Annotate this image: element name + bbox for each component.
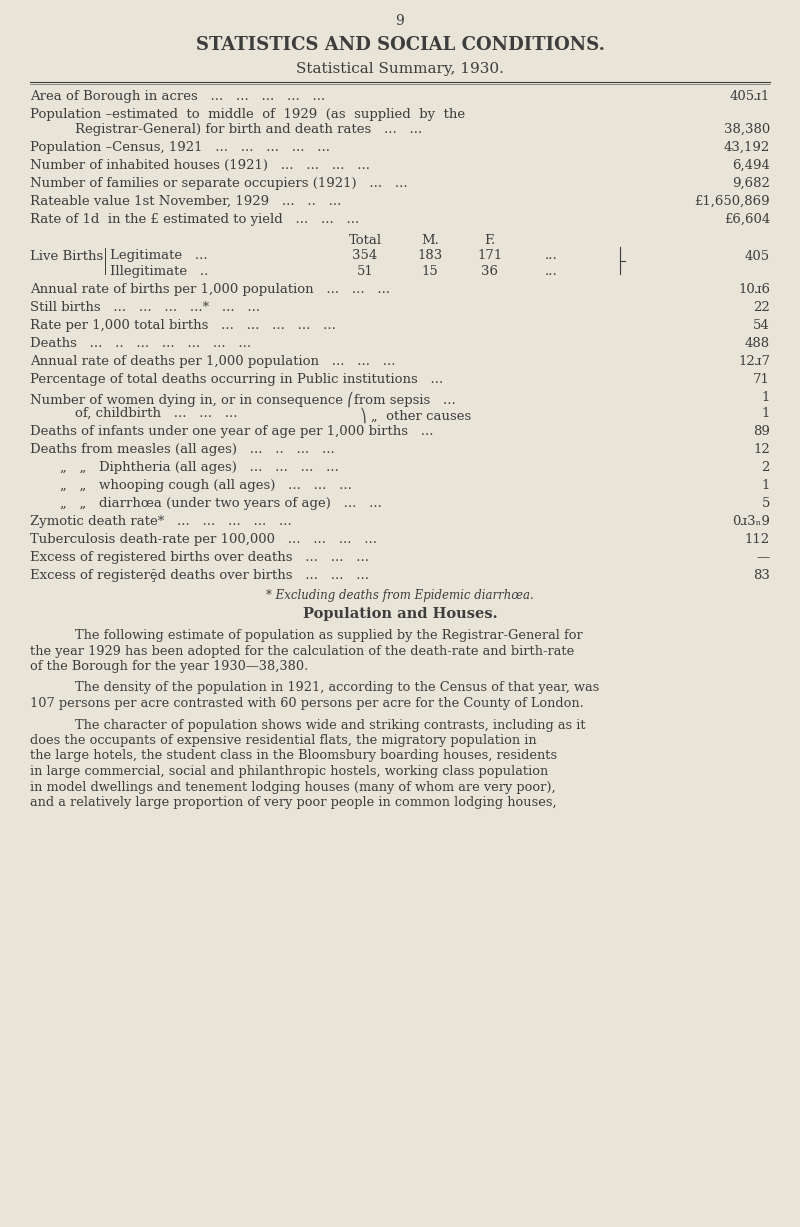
- Text: „   „   Diphtheria (all ages)   ...   ...   ...   ...: „ „ Diphtheria (all ages) ... ... ... ..…: [60, 461, 339, 474]
- Text: 22: 22: [754, 301, 770, 314]
- Text: 9: 9: [396, 13, 404, 28]
- Text: Population –estimated  to  middle  of  1929  (as  supplied  by  the: Population –estimated to middle of 1929 …: [30, 108, 465, 121]
- Text: 1: 1: [762, 391, 770, 404]
- Text: Deaths   ...   ..   ...   ...   ...   ...   ...: Deaths ... .. ... ... ... ... ...: [30, 337, 251, 350]
- Text: the year 1929 has been adopted for the calculation of the death-rate and birth-r: the year 1929 has been adopted for the c…: [30, 644, 574, 658]
- Text: 112: 112: [745, 533, 770, 546]
- Text: The following estimate of population as supplied by the Registrar-General for: The following estimate of population as …: [75, 629, 582, 642]
- Text: 54: 54: [754, 319, 770, 333]
- Text: Population –Census, 1921   ...   ...   ...   ...   ...: Population –Census, 1921 ... ... ... ...…: [30, 141, 330, 155]
- Text: 2: 2: [762, 461, 770, 474]
- Text: Number of inhabited houses (1921)   ...   ...   ...   ...: Number of inhabited houses (1921) ... ..…: [30, 160, 370, 172]
- Text: 89: 89: [753, 425, 770, 438]
- Text: Population and Houses.: Population and Houses.: [302, 607, 498, 621]
- Text: 10ɹ6: 10ɹ6: [738, 283, 770, 296]
- Text: 51: 51: [357, 265, 374, 279]
- Text: 1: 1: [762, 407, 770, 420]
- Text: Rate per 1,000 total births   ...   ...   ...   ...   ...: Rate per 1,000 total births ... ... ... …: [30, 319, 336, 333]
- Text: The density of the population in 1921, according to the Census of that year, was: The density of the population in 1921, a…: [75, 681, 599, 694]
- Text: Legitimate   ...: Legitimate ...: [110, 249, 208, 263]
- Text: 83: 83: [753, 569, 770, 582]
- Text: 354: 354: [352, 249, 378, 263]
- Text: 43,192: 43,192: [724, 141, 770, 155]
- Text: 6,494: 6,494: [732, 160, 770, 172]
- Text: * Excluding deaths from Epidemic diarrhœa.: * Excluding deaths from Epidemic diarrhœ…: [266, 589, 534, 602]
- Text: ...: ...: [545, 249, 558, 263]
- Text: 488: 488: [745, 337, 770, 350]
- Text: Zymotic death rate*   ...   ...   ...   ...   ...: Zymotic death rate* ... ... ... ... ...: [30, 515, 292, 528]
- Text: 9,682: 9,682: [732, 177, 770, 190]
- Text: 12ɹ7: 12ɹ7: [738, 355, 770, 368]
- Text: 183: 183: [418, 249, 442, 263]
- Text: Annual rate of deaths per 1,000 population   ...   ...   ...: Annual rate of deaths per 1,000 populati…: [30, 355, 395, 368]
- Text: Statistical Summary, 1930.: Statistical Summary, 1930.: [296, 63, 504, 76]
- Text: Rateable value 1st November, 1929   ...   ..   ...: Rateable value 1st November, 1929 ... ..…: [30, 195, 354, 209]
- Text: 0ɹ3ₙ9: 0ɹ3ₙ9: [732, 515, 770, 528]
- Text: Illegitimate   ..: Illegitimate ..: [110, 265, 208, 279]
- Text: ⎞ „  other causes: ⎞ „ other causes: [360, 407, 471, 422]
- Text: £1,650,869: £1,650,869: [694, 195, 770, 209]
- Text: Excess of registered births over deaths   ...   ...   ...: Excess of registered births over deaths …: [30, 551, 369, 564]
- Text: 405: 405: [745, 250, 770, 264]
- Text: Area of Borough in acres   ...   ...   ...   ...   ...: Area of Borough in acres ... ... ... ...…: [30, 90, 326, 103]
- Text: Rate of 1d  in the £ estimated to yield   ...   ...   ...: Rate of 1d in the £ estimated to yield .…: [30, 213, 359, 226]
- Text: M.: M.: [421, 234, 439, 247]
- Text: 1: 1: [762, 479, 770, 492]
- Text: and a relatively large proportion of very poor people in common lodging houses,: and a relatively large proportion of ver…: [30, 796, 557, 809]
- Text: F.: F.: [484, 234, 496, 247]
- Text: 15: 15: [422, 265, 438, 279]
- Text: Percentage of total deaths occurring in Public institutions   ...: Percentage of total deaths occurring in …: [30, 373, 443, 387]
- Text: Live Births: Live Births: [30, 250, 103, 264]
- Text: of, childbirth   ...   ...   ...: of, childbirth ... ... ...: [75, 407, 238, 420]
- Text: —: —: [757, 551, 770, 564]
- Text: Excess of registerḝd deaths over births   ...   ...   ...: Excess of registerḝd deaths over births …: [30, 569, 369, 582]
- Text: Still births   ...   ...   ...   ...*   ...   ...: Still births ... ... ... ...* ... ...: [30, 301, 260, 314]
- Text: 405ɹ1: 405ɹ1: [730, 90, 770, 103]
- Text: 71: 71: [753, 373, 770, 387]
- Text: 38,380: 38,380: [724, 123, 770, 136]
- Text: Deaths of infants under one year of age per 1,000 births   ...: Deaths of infants under one year of age …: [30, 425, 434, 438]
- Text: ...: ...: [545, 265, 558, 279]
- Text: 107 persons per acre contrasted with 60 persons per acre for the County of Londo: 107 persons per acre contrasted with 60 …: [30, 697, 584, 710]
- Text: STATISTICS AND SOCIAL CONDITIONS.: STATISTICS AND SOCIAL CONDITIONS.: [195, 36, 605, 54]
- Text: Annual rate of births per 1,000 population   ...   ...   ...: Annual rate of births per 1,000 populati…: [30, 283, 390, 296]
- Text: Tuberculosis death-rate per 100,000   ...   ...   ...   ...: Tuberculosis death-rate per 100,000 ... …: [30, 533, 377, 546]
- Text: in large commercial, social and philanthropic hostels, working class population: in large commercial, social and philanth…: [30, 764, 548, 778]
- Text: The character of population shows wide and striking contrasts, including as it: The character of population shows wide a…: [75, 719, 586, 731]
- Text: 12: 12: [754, 443, 770, 456]
- Text: Number of women dying in, or in consequence ⎛from sepsis   ...: Number of women dying in, or in conseque…: [30, 391, 456, 406]
- Text: „   „   diarrhœa (under two years of age)   ...   ...: „ „ diarrhœa (under two years of age) ..…: [60, 497, 382, 510]
- Text: Number of families or separate occupiers (1921)   ...   ...: Number of families or separate occupiers…: [30, 177, 408, 190]
- Text: Total: Total: [349, 234, 382, 247]
- Text: 5: 5: [762, 497, 770, 510]
- Text: „   „   whooping cough (all ages)   ...   ...   ...: „ „ whooping cough (all ages) ... ... ..…: [60, 479, 352, 492]
- Text: Deaths from measles (all ages)   ...   ..   ...   ...: Deaths from measles (all ages) ... .. ..…: [30, 443, 334, 456]
- Text: 171: 171: [478, 249, 502, 263]
- Text: Registrar-General) for birth and death rates   ...   ...: Registrar-General) for birth and death r…: [75, 123, 422, 136]
- Text: in model dwellings and tenement lodging houses (many of whom are very poor),: in model dwellings and tenement lodging …: [30, 780, 556, 794]
- Text: does the occupants of expensive residential flats, the migratory population in: does the occupants of expensive resident…: [30, 734, 537, 747]
- Text: £6,604: £6,604: [724, 213, 770, 226]
- Text: of the Borough for the year 1930—38,380.: of the Borough for the year 1930—38,380.: [30, 660, 308, 672]
- Text: 36: 36: [482, 265, 498, 279]
- Text: the large hotels, the student class in the Bloomsbury boarding houses, residents: the large hotels, the student class in t…: [30, 750, 557, 762]
